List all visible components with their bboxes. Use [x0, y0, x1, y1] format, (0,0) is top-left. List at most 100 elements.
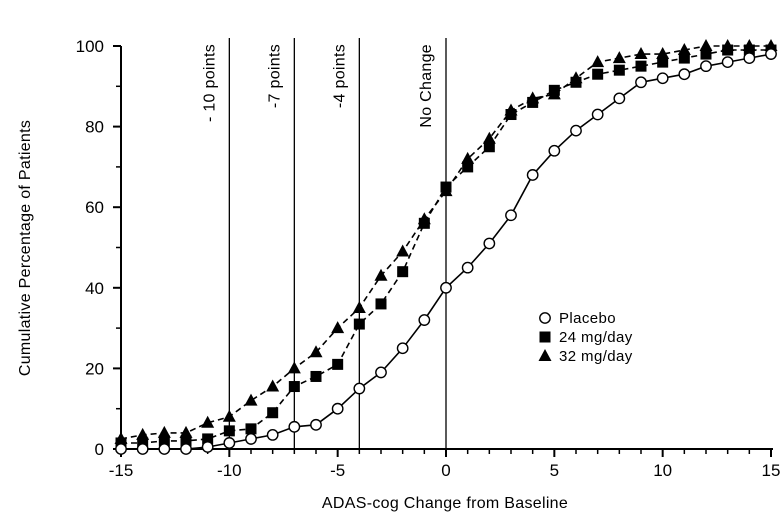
data-point: [635, 76, 647, 89]
data-point: [418, 314, 431, 326]
data-point: [352, 300, 366, 313]
data-point: [158, 443, 171, 455]
data-point: [222, 409, 236, 422]
data-point: [656, 72, 669, 85]
data-point: [592, 68, 604, 80]
data-point: [375, 298, 387, 310]
data-point: [634, 47, 648, 60]
data-point: [115, 437, 127, 449]
data-point: [244, 393, 258, 406]
data-point: [180, 435, 192, 447]
series-24-mg-day: [115, 44, 777, 449]
data-point: [440, 281, 452, 294]
y-axis-title: Cumulative Percentage of Patients: [17, 120, 34, 376]
data-point: [482, 131, 496, 144]
data-point: [137, 437, 149, 449]
data-point: [539, 312, 551, 324]
data-point: [462, 161, 474, 173]
data-point: [375, 366, 387, 379]
y-tick-label: 0: [95, 440, 104, 459]
data-point: [612, 51, 626, 64]
data-point: [245, 433, 257, 445]
data-point: [539, 331, 551, 343]
data-point: [115, 443, 127, 455]
x-tick-label: 15: [762, 461, 780, 480]
legend-label: 32 mg/day: [559, 348, 633, 365]
data-point: [613, 64, 625, 76]
x-tick-label: 10: [653, 461, 672, 480]
data-point: [526, 169, 539, 181]
data-point: [570, 76, 582, 88]
data-point: [331, 321, 345, 334]
data-point: [548, 144, 561, 157]
reference-lines-layer: - 10 points -7 points -4 points No Change: [201, 38, 447, 449]
data-point: [310, 418, 322, 431]
data-point: [591, 55, 605, 68]
data-point: [288, 420, 301, 433]
data-point: [136, 427, 150, 440]
data-point: [722, 44, 734, 56]
x-tick-label: -5: [330, 461, 345, 480]
data-point: [700, 60, 712, 73]
y-tick-label: 40: [85, 279, 104, 298]
data-point: [267, 407, 279, 419]
reference-line-label: -4 points: [331, 44, 348, 108]
data-point: [353, 382, 366, 395]
data-point: [223, 437, 236, 449]
data-point: [700, 48, 712, 60]
data-point: [678, 68, 691, 81]
data-point: [310, 370, 322, 382]
data-point: [570, 124, 582, 137]
data-point: [287, 361, 301, 374]
data-point: [309, 345, 323, 358]
data-point: [136, 443, 149, 455]
data-point: [374, 268, 388, 281]
data-point: [635, 60, 647, 72]
data-point: [223, 425, 235, 437]
data-point: [266, 379, 280, 392]
data-point: [483, 141, 495, 153]
data-point: [591, 108, 604, 121]
data-point: [656, 47, 670, 60]
data-point: [678, 52, 690, 64]
data-point: [157, 425, 171, 438]
y-tick-label: 100: [76, 37, 104, 56]
data-point: [461, 261, 474, 274]
data-point: [699, 39, 713, 51]
y-tick-label: 20: [85, 359, 104, 378]
axes-layer: -15 -10 -5 0 5 10 15 0 20 40 60 80 100: [76, 37, 780, 480]
data-point: [158, 435, 170, 447]
data-point: [396, 244, 410, 257]
data-point: [527, 96, 539, 108]
data-point: [538, 349, 552, 361]
data-point: [743, 52, 756, 64]
x-axis-title: ADAS-cog Change from Baseline: [322, 495, 568, 512]
x-tick-label: 0: [441, 461, 450, 480]
data-point: [179, 425, 193, 438]
data-point: [288, 381, 300, 393]
data-point: [353, 318, 365, 330]
x-tick-label: -10: [217, 461, 242, 480]
data-point: [201, 415, 215, 428]
data-point: [765, 48, 777, 60]
data-point: [331, 402, 344, 415]
data-point: [202, 433, 214, 445]
data-point: [483, 237, 496, 250]
data-point: [201, 441, 214, 453]
data-point: [266, 428, 279, 441]
data-point: [245, 423, 257, 435]
data-point: [677, 43, 691, 56]
legend-label: Placebo: [559, 310, 616, 327]
legend-label: 24 mg/day: [559, 329, 633, 346]
data-point: [440, 181, 452, 193]
data-point: [180, 443, 192, 455]
data-point: [418, 217, 430, 229]
data-point: [657, 56, 669, 68]
data-point: [613, 92, 626, 105]
data-point: [505, 209, 517, 222]
data-point: [505, 109, 517, 121]
data-point: [461, 151, 475, 164]
legend: Placebo 24 mg/day 32 mg/day: [538, 310, 633, 365]
data-point: [743, 44, 755, 56]
